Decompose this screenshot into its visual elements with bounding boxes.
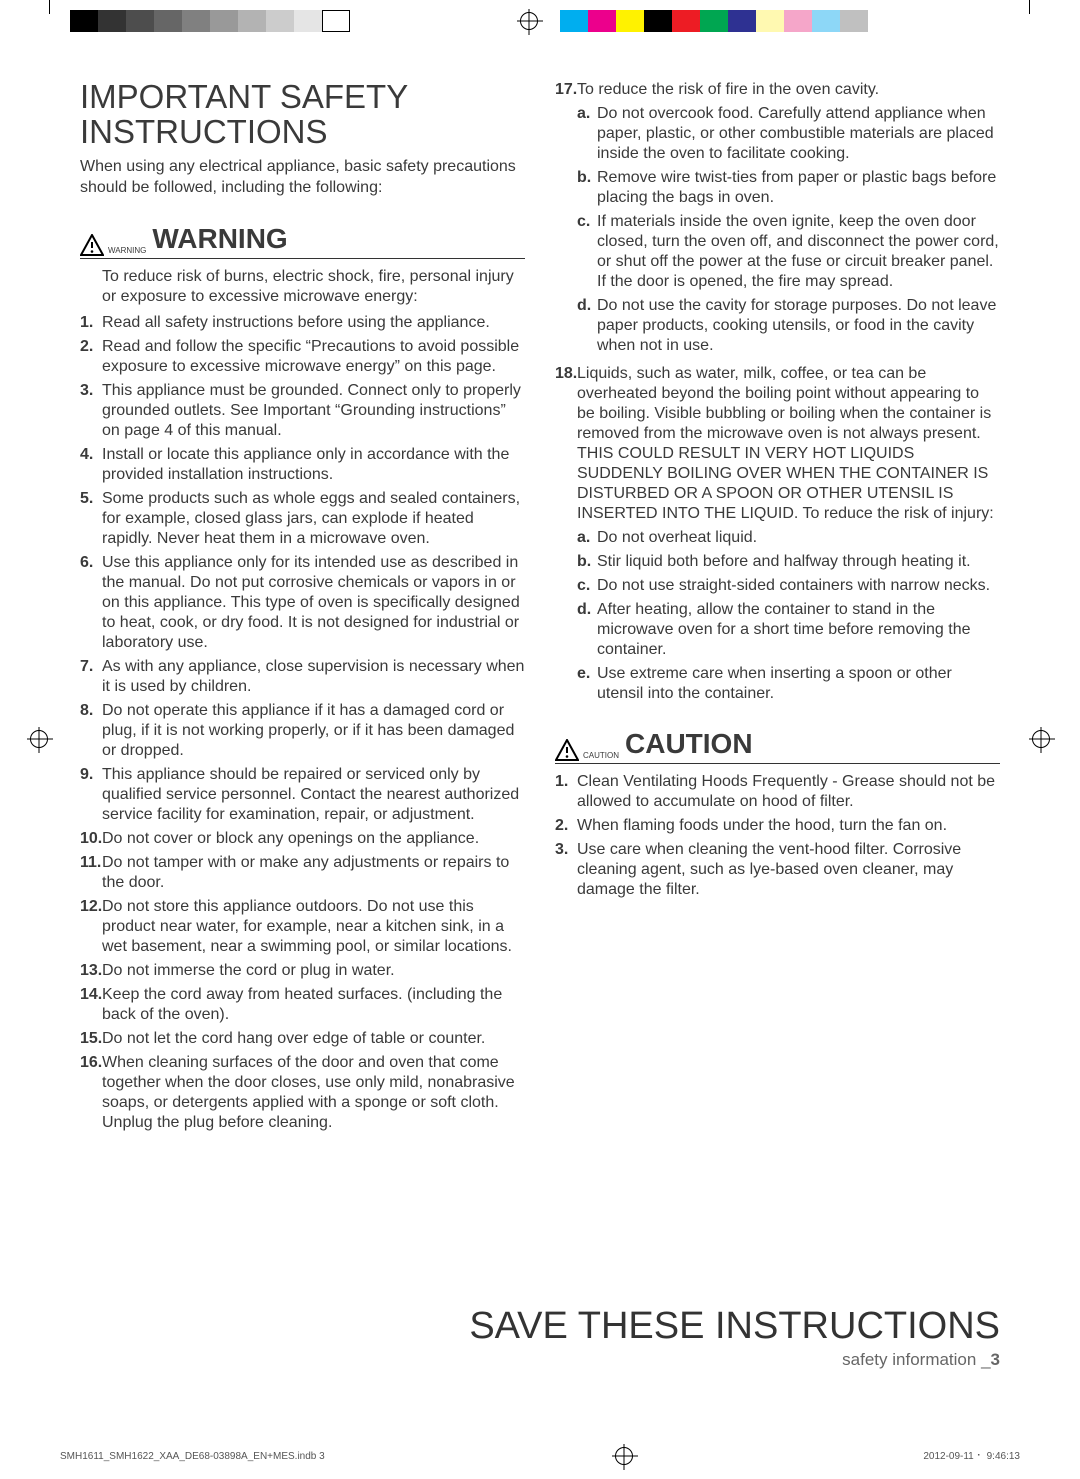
registration-mark-left [30,730,48,748]
save-title: SAVE THESE INSTRUCTIONS [469,1305,1000,1348]
footer-filename: SMH1611_SMH1622_XAA_DE68-03898A_EN+MES.i… [60,1451,325,1462]
warning-small-label: WARNING [108,246,146,256]
warning-item: 16.When cleaning surfaces of the door an… [80,1053,525,1133]
color-swatch [840,10,868,32]
warning-item: 5.Some products such as whole eggs and s… [80,489,525,549]
warning-item: 7.As with any appliance, close supervisi… [80,657,525,697]
warning-item: 18.Liquids, such as water, milk, coffee,… [555,364,1000,708]
warning-item: 11.Do not tamper with or make any adjust… [80,853,525,893]
warning-item: 17.To reduce the risk of fire in the ove… [555,80,1000,360]
color-swatch [588,10,616,32]
right-column: 17.To reduce the risk of fire in the ove… [555,80,1000,1137]
warning-item: 15.Do not let the cord hang over edge of… [80,1029,525,1049]
color-swatch [756,10,784,32]
caution-item: 3.Use care when cleaning the vent-hood f… [555,840,1000,900]
color-swatch [294,10,322,32]
warning-item: 13.Do not immerse the cord or plug in wa… [80,961,525,981]
color-swatch [70,10,98,32]
warning-subitem: d.Do not use the cavity for storage purp… [577,296,1000,356]
warning-title: WARNING [152,221,287,256]
caution-item: 1.Clean Ventilating Hoods Frequently - G… [555,772,1000,812]
color-swatch [210,10,238,32]
warning-list-left: 1.Read all safety instructions before us… [80,313,525,1133]
color-swatch [154,10,182,32]
warning-lead: To reduce risk of burns, electric shock,… [102,267,525,307]
color-swatch [182,10,210,32]
color-swatch [812,10,840,32]
registration-mark-top [520,12,538,30]
printer-color-bar [0,10,1080,36]
footer-timestamp: 2012-09-11 ⠂ 9:46:13 [923,1451,1020,1462]
page-number: 3 [991,1350,1000,1369]
registration-mark-right [1032,730,1050,748]
save-sub-prefix: safety information _ [842,1350,990,1369]
warning-item: 6.Use this appliance only for its intend… [80,553,525,653]
color-swatch [644,10,672,32]
warning-subitem: a.Do not overcook food. Carefully attend… [577,104,1000,164]
color-swatch [700,10,728,32]
caution-heading: CAUTION CAUTION [555,726,1000,764]
warning-subitem: b.Remove wire twist-ties from paper or p… [577,168,1000,208]
warning-icon [80,234,104,256]
save-block: SAVE THESE INSTRUCTIONS safety informati… [469,1305,1000,1370]
caution-icon [555,739,579,761]
caution-item: 2.When flaming foods under the hood, tur… [555,816,1000,836]
caution-small-label: CAUTION [583,751,619,761]
warning-subitem: b.Stir liquid both before and halfway th… [577,552,1000,572]
color-swatch [322,10,350,32]
color-swatch [616,10,644,32]
color-swatch [672,10,700,32]
warning-subitem: a.Do not overheat liquid. [577,528,1000,548]
color-swatch [126,10,154,32]
warning-item: 10.Do not cover or block any openings on… [80,829,525,849]
warning-item: 4.Install or locate this appliance only … [80,445,525,485]
warning-list-right: 17.To reduce the risk of fire in the ove… [555,80,1000,708]
warning-item: 9.This appliance should be repaired or s… [80,765,525,825]
warning-subitem: c.If materials inside the oven ignite, k… [577,212,1000,292]
warning-item: 8.Do not operate this appliance if it ha… [80,701,525,761]
warning-subitem: e.Use extreme care when inserting a spoo… [577,664,1000,704]
page-content: IMPORTANT SAFETY INSTRUCTIONS When using… [80,80,1000,1410]
caution-title: CAUTION [625,726,753,761]
color-swatch [98,10,126,32]
page-title: IMPORTANT SAFETY INSTRUCTIONS [80,80,525,149]
color-swatch [266,10,294,32]
color-swatch [238,10,266,32]
warning-item: 12.Do not store this appliance outdoors.… [80,897,525,957]
warning-item: 3.This appliance must be grounded. Conne… [80,381,525,441]
warning-item: 14.Keep the cord away from heated surfac… [80,985,525,1025]
left-column: IMPORTANT SAFETY INSTRUCTIONS When using… [80,80,525,1137]
warning-item: 2.Read and follow the specific “Precauti… [80,337,525,377]
warning-subitem: d.After heating, allow the container to … [577,600,1000,660]
caution-list: 1.Clean Ventilating Hoods Frequently - G… [555,772,1000,900]
print-footer: SMH1611_SMH1622_XAA_DE68-03898A_EN+MES.i… [60,1447,1020,1465]
registration-mark-bottom [615,1447,633,1465]
color-swatch [560,10,588,32]
warning-heading: WARNING WARNING [80,221,525,259]
color-swatch [784,10,812,32]
warning-subitem: c.Do not use straight-sided containers w… [577,576,1000,596]
warning-item: 1.Read all safety instructions before us… [80,313,525,333]
intro-text: When using any electrical appliance, bas… [80,157,525,199]
save-subtitle: safety information _3 [469,1350,1000,1370]
color-swatch [728,10,756,32]
